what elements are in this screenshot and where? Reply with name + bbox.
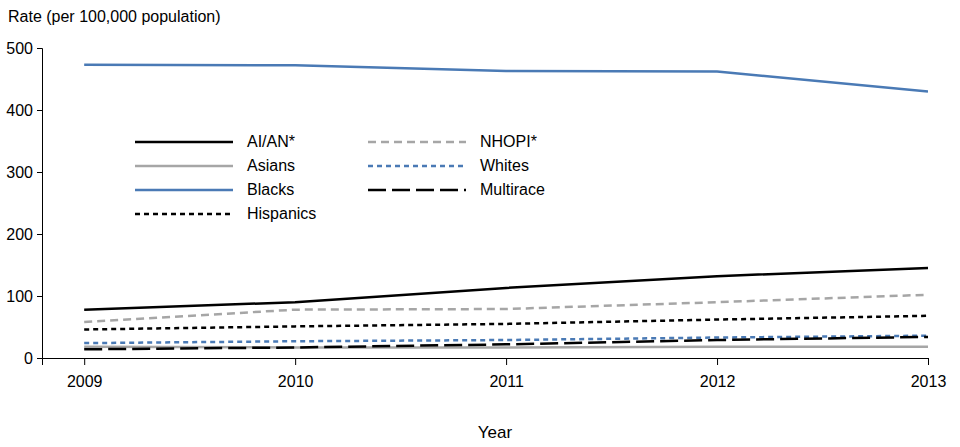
- legend-label: Blacks: [247, 181, 294, 198]
- legend-swatch: [135, 189, 233, 192]
- x-tick: 2012: [700, 358, 736, 390]
- legend-label: Multirace: [480, 181, 545, 198]
- y-axis-line: [37, 49, 43, 359]
- y-axis-title: Rate (per 100,000 population): [8, 8, 221, 25]
- y-tick: 400: [6, 102, 42, 119]
- legend-entry: Whites: [368, 157, 529, 174]
- y-tick-mark: [37, 110, 42, 111]
- legend-entry: Asians: [135, 157, 295, 174]
- y-tick-label: 300: [6, 164, 33, 181]
- series-line: [84, 65, 928, 92]
- y-tick-mark: [37, 172, 42, 173]
- series-line: [84, 337, 928, 349]
- y-tick-mark: [37, 358, 42, 359]
- legend-swatch: [368, 165, 466, 168]
- x-tick: 2013: [911, 358, 947, 390]
- y-tick: 0: [24, 350, 42, 367]
- y-tick-label: 400: [6, 102, 33, 119]
- x-tick-mark: [928, 358, 929, 365]
- y-tick: 100: [6, 288, 42, 305]
- legend-label: Hispanics: [247, 205, 316, 222]
- chart: 0 100 200 300 400 500 2009 2010 2011 2012 2013 Rate…: [0, 0, 960, 447]
- series-line: [84, 316, 928, 330]
- x-tick-label: 2011: [489, 373, 524, 390]
- x-tick-label: 2009: [67, 373, 103, 390]
- legend-entry: Multirace: [368, 181, 545, 198]
- lines: [84, 65, 928, 350]
- y-tick-mark: [37, 296, 42, 297]
- y-tick-label: 100: [6, 288, 33, 305]
- legend-swatch: [135, 213, 233, 216]
- x-tick-label: 2010: [278, 373, 314, 390]
- y-tick-mark: [37, 48, 42, 49]
- x-axis: 2009 2010 2011 2012 2013: [43, 358, 947, 390]
- legend-entry: AI/AN*: [135, 133, 295, 150]
- legend-swatch: [368, 189, 466, 192]
- series-line: [84, 295, 928, 322]
- y-tick-mark: [37, 234, 42, 235]
- x-tick-mark: [717, 358, 718, 365]
- legend-swatch: [135, 141, 233, 144]
- legend: AI/AN* Asians Blacks Hispanics NHOPI* Whites M…: [135, 133, 545, 222]
- x-tick-mark: [295, 358, 296, 365]
- x-tick-mark: [84, 358, 85, 365]
- y-axis: 0 100 200 300 400 500: [6, 40, 42, 367]
- legend-swatch: [135, 165, 233, 168]
- legend-label: AI/AN*: [247, 133, 295, 150]
- legend-swatch: [368, 141, 466, 144]
- y-tick-label: 0: [24, 350, 33, 367]
- series-line: [84, 336, 928, 343]
- x-tick-label: 2013: [911, 373, 947, 390]
- legend-entry: NHOPI*: [368, 133, 537, 150]
- series-line: [84, 268, 928, 310]
- y-tick: 200: [6, 226, 42, 243]
- y-tick: 300: [6, 164, 42, 181]
- y-tick-label: 500: [6, 40, 33, 57]
- legend-entry: Blacks: [135, 181, 294, 198]
- x-axis-title: Year: [478, 423, 513, 442]
- y-tick-label: 200: [6, 226, 33, 243]
- x-tick: 2009: [67, 358, 103, 390]
- y-tick: 500: [6, 40, 42, 57]
- x-tick-label: 2012: [700, 373, 736, 390]
- x-tick: 2011: [489, 358, 524, 390]
- x-axis-line: [43, 359, 929, 366]
- legend-entry: Hispanics: [135, 205, 316, 222]
- legend-label: NHOPI*: [480, 133, 537, 150]
- x-tick-mark: [506, 358, 507, 365]
- x-tick: 2010: [278, 358, 314, 390]
- legend-label: Asians: [247, 157, 295, 174]
- legend-label: Whites: [480, 157, 529, 174]
